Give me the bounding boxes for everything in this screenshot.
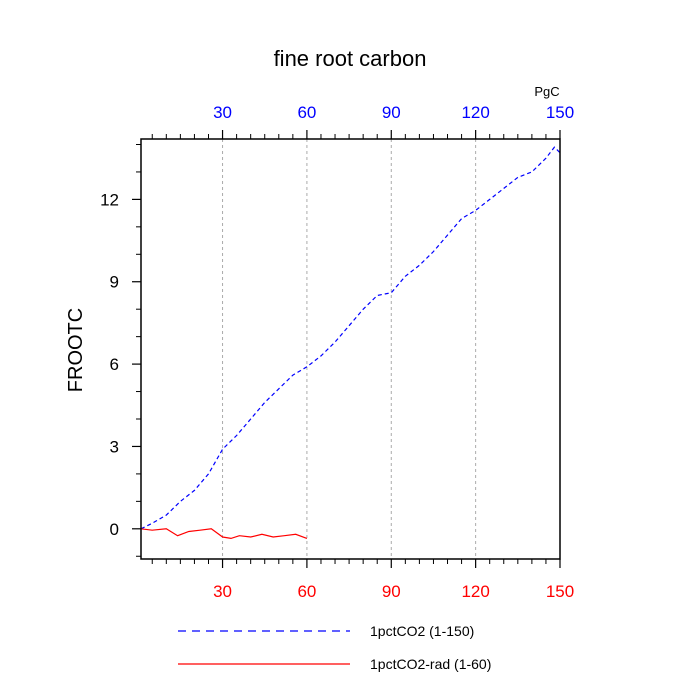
x-tick-label-bottom: 120 bbox=[461, 582, 489, 601]
y-tick-label: 12 bbox=[100, 190, 119, 209]
grid-lines bbox=[222, 139, 477, 559]
x-tick-label-bottom: 90 bbox=[382, 582, 401, 601]
x-tick-label-bottom: 150 bbox=[546, 582, 574, 601]
series-line-1 bbox=[140, 146, 561, 530]
axis-ticks: 30 30 60 60 90 90 120 120 150 150 0 3 6 9 12 bbox=[100, 103, 574, 601]
series-line-2 bbox=[140, 528, 308, 540]
x-tick-label-top: 90 bbox=[382, 103, 401, 122]
legend: 1pctCO2 (1-150) 1pctCO2-rad (1-60) bbox=[178, 623, 491, 672]
legend-label: 1pctCO2 (1-150) bbox=[370, 623, 474, 639]
x-tick-label-top: 30 bbox=[213, 103, 232, 122]
x-tick-label-top: 150 bbox=[546, 103, 574, 122]
y-tick-label: 3 bbox=[110, 437, 119, 456]
legend-label: 1pctCO2-rad (1-60) bbox=[370, 656, 491, 672]
y-tick-label: 9 bbox=[110, 273, 119, 292]
x-tick-label-bottom: 30 bbox=[213, 582, 232, 601]
plot-frame bbox=[140, 138, 561, 560]
series-layer bbox=[140, 146, 561, 540]
y-tick-label: 0 bbox=[110, 520, 119, 539]
x-tick-label-bottom: 60 bbox=[297, 582, 316, 601]
y-axis-label: FROOTC bbox=[65, 308, 87, 392]
x-tick-label-top: 60 bbox=[297, 103, 316, 122]
units-label: PgC bbox=[534, 84, 559, 99]
y-tick-label: 6 bbox=[110, 355, 119, 374]
x-tick-label-top: 120 bbox=[461, 103, 489, 122]
chart-title: fine root carbon bbox=[274, 46, 427, 71]
